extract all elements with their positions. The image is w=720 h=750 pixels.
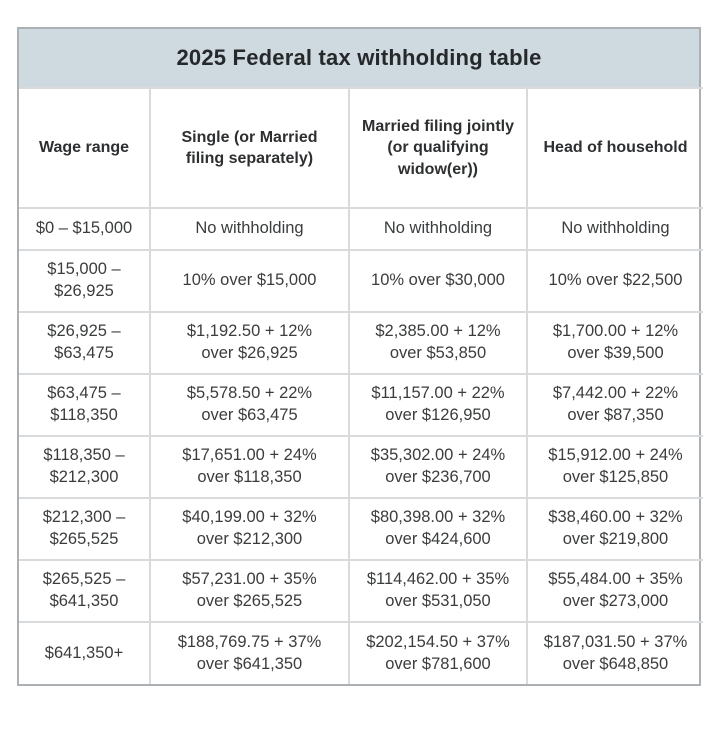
cell-wage-range: $63,475 – $118,350 <box>19 373 151 437</box>
cell-head-of-household: $15,912.00 + 24% over $125,850 <box>526 435 703 499</box>
column-header-wage-range: Wage range <box>19 87 151 208</box>
table-row: $15,000 – $26,925 10% over $15,000 10% o… <box>19 249 703 313</box>
cell-single: 10% over $15,000 <box>149 249 350 313</box>
table-row: $26,925 – $63,475 $1,192.50 + 12% over $… <box>19 311 703 375</box>
cell-single: $40,199.00 + 32% over $212,300 <box>149 497 350 561</box>
cell-married-jointly: $202,154.50 + 37% over $781,600 <box>348 621 528 684</box>
cell-single: $1,192.50 + 12% over $26,925 <box>149 311 350 375</box>
withholding-table: Wage range Single (or Married filing sep… <box>19 87 703 684</box>
table-header-row: Wage range Single (or Married filing sep… <box>19 87 703 208</box>
cell-married-jointly: $114,462.00 + 35% over $531,050 <box>348 559 528 623</box>
table-row: $0 – $15,000 No withholding No withholdi… <box>19 207 703 251</box>
cell-single: $57,231.00 + 35% over $265,525 <box>149 559 350 623</box>
page-title: 2025 Federal tax withholding table <box>19 29 699 87</box>
table-row: $118,350 – $212,300 $17,651.00 + 24% ove… <box>19 435 703 499</box>
cell-single: $17,651.00 + 24% over $118,350 <box>149 435 350 499</box>
cell-married-jointly: $80,398.00 + 32% over $424,600 <box>348 497 528 561</box>
cell-wage-range: $212,300 – $265,525 <box>19 497 151 561</box>
cell-wage-range: $15,000 – $26,925 <box>19 249 151 313</box>
column-header-married-jointly: Married filing jointly (or qualifying wi… <box>348 87 528 208</box>
table-row: $63,475 – $118,350 $5,578.50 + 22% over … <box>19 373 703 437</box>
cell-head-of-household: $187,031.50 + 37% over $648,850 <box>526 621 703 684</box>
cell-single: $188,769.75 + 37% over $641,350 <box>149 621 350 684</box>
table-row: $641,350+ $188,769.75 + 37% over $641,35… <box>19 621 703 684</box>
cell-married-jointly: $2,385.00 + 12% over $53,850 <box>348 311 528 375</box>
cell-wage-range: $26,925 – $63,475 <box>19 311 151 375</box>
cell-wage-range: $265,525 – $641,350 <box>19 559 151 623</box>
table-row: $265,525 – $641,350 $57,231.00 + 35% ove… <box>19 559 703 623</box>
cell-head-of-household: $38,460.00 + 32% over $219,800 <box>526 497 703 561</box>
cell-wage-range: $641,350+ <box>19 621 151 684</box>
cell-married-jointly: No withholding <box>348 207 528 251</box>
cell-head-of-household: $1,700.00 + 12% over $39,500 <box>526 311 703 375</box>
column-header-head-of-household: Head of household <box>526 87 703 208</box>
cell-head-of-household: 10% over $22,500 <box>526 249 703 313</box>
cell-wage-range: $118,350 – $212,300 <box>19 435 151 499</box>
column-header-single: Single (or Married filing separately) <box>149 87 350 208</box>
cell-married-jointly: 10% over $30,000 <box>348 249 528 313</box>
cell-single: $5,578.50 + 22% over $63,475 <box>149 373 350 437</box>
cell-head-of-household: $55,484.00 + 35% over $273,000 <box>526 559 703 623</box>
tax-table-card: 2025 Federal tax withholding table Wage … <box>17 27 703 686</box>
cell-single: No withholding <box>149 207 350 251</box>
cell-head-of-household: No withholding <box>526 207 703 251</box>
cell-married-jointly: $11,157.00 + 22% over $126,950 <box>348 373 528 437</box>
cell-married-jointly: $35,302.00 + 24% over $236,700 <box>348 435 528 499</box>
cell-head-of-household: $7,442.00 + 22% over $87,350 <box>526 373 703 437</box>
cell-wage-range: $0 – $15,000 <box>19 207 151 251</box>
table-row: $212,300 – $265,525 $40,199.00 + 32% ove… <box>19 497 703 561</box>
